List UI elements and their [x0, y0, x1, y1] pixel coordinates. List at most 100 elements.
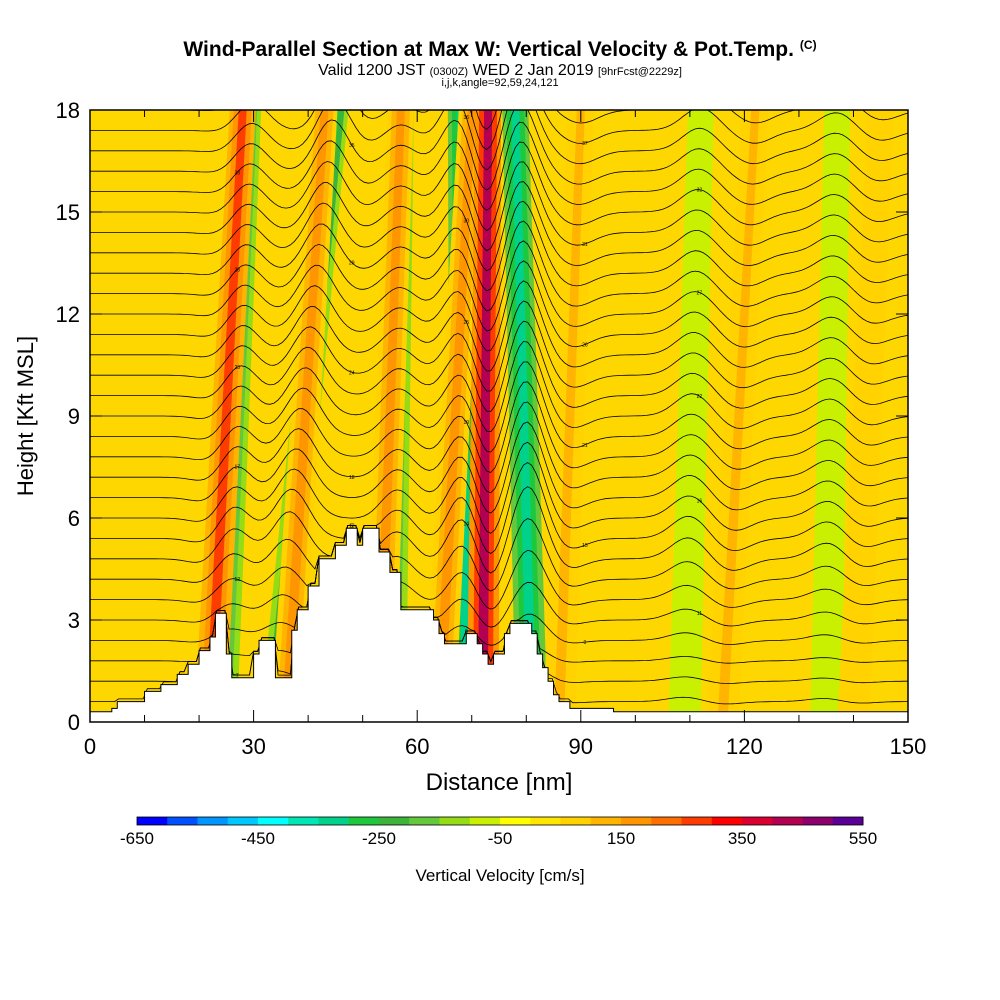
- colorbar-label: Vertical Velocity [cm/s]: [415, 866, 584, 885]
- isentrope-label: 27: [697, 290, 703, 296]
- y-tick-label: 6: [68, 506, 80, 531]
- chart-title: Wind-Parallel Section at Max W: Vertical…: [183, 38, 817, 61]
- x-tick-label: 120: [726, 734, 763, 759]
- updraft-band: [553, 110, 585, 722]
- colorbar-swatch: [258, 817, 289, 825]
- isentrope-line: [90, 401, 908, 494]
- colorbar-swatch: [227, 817, 259, 825]
- colorbar-tick-label: -450: [241, 829, 275, 848]
- isentrope-label: 12: [234, 577, 240, 583]
- updraft-band: [434, 110, 476, 722]
- isentrope-line: [90, 240, 908, 332]
- isentrope-line: [90, 518, 908, 592]
- isentrope-label: 15: [582, 543, 588, 549]
- downdraft-band: [679, 110, 705, 722]
- isentrope-label: 18: [349, 475, 355, 481]
- colorbar-tick-label: 350: [728, 829, 756, 848]
- x-tick-label: 30: [241, 734, 265, 759]
- isentrope-line: [90, 24, 908, 109]
- colorbar-swatch: [469, 817, 501, 825]
- colorbar-swatch: [590, 817, 622, 825]
- isentrope-label: 8: [465, 629, 468, 635]
- isentrope-label: 33: [234, 170, 240, 176]
- isentrope-line: [90, 341, 908, 433]
- colorbar: -650 -450 -250 -50 150 350 550: [120, 816, 877, 848]
- colorbar-swatch: [348, 817, 380, 825]
- copyright-mark: (C): [799, 38, 817, 52]
- y-tick-label: 15: [56, 200, 80, 225]
- terrain: [89, 527, 909, 723]
- isentrope-line: [90, 141, 908, 232]
- isentrope-line: [90, 200, 908, 292]
- isentrope-line: [90, 110, 908, 191]
- isentrope-label: 31: [582, 242, 588, 248]
- isentrope-label: 24: [349, 370, 355, 376]
- colorbar-swatch: [742, 817, 773, 825]
- isentrope-label: 36: [463, 115, 469, 121]
- colorbar-tick-label: 150: [607, 829, 635, 848]
- updraft-band: [281, 110, 329, 722]
- y-axis-label: Height [Kft MSL]: [13, 336, 38, 496]
- isentrope-line: [90, 525, 908, 610]
- x-tick-label: 150: [890, 734, 927, 759]
- isentrope-label: 16: [697, 498, 703, 504]
- updraft-band: [477, 110, 493, 722]
- colorbar-swatch: [288, 817, 319, 825]
- isentrope-label: 22: [697, 394, 703, 400]
- downdraft-band: [821, 110, 842, 722]
- x-axis-label: Distance [nm]: [426, 769, 573, 796]
- isentrope-labels: 7 5 8 9 11 12 13 14 15 16 17 18 19 21 22 23 24 25 26 27 28 29…: [234, 73, 703, 679]
- y-tick-label: 18: [56, 98, 80, 123]
- axis-ticks: [89, 109, 909, 723]
- isentrope-label: 19: [463, 420, 469, 426]
- isentrope-label: 13: [349, 523, 355, 529]
- isentrope-line: [90, 110, 908, 171]
- isentrope-label: 39: [234, 73, 240, 79]
- isentrope-label: 23: [234, 365, 240, 371]
- colorbar-swatch: [137, 817, 168, 825]
- isentrope-line: [90, 260, 908, 352]
- plot-area: 7 5 8 9 11 12 13 14 15 16 17 18 19 21 22 23 24 25 26 27 28 29…: [89, 24, 909, 723]
- grid-index-line: i,j,k,angle=92,59,24,121: [441, 77, 559, 89]
- isentrope-line: [90, 280, 908, 372]
- isentrope-label: 25: [463, 320, 469, 326]
- colorbar-swatch: [621, 817, 652, 825]
- isentrope-label: 17: [234, 465, 240, 471]
- chart-subtitle: Valid 1200 JST (0300Z) WED 2 Jan 2019 [9…: [318, 62, 682, 79]
- isentrope-label: 29: [349, 261, 355, 267]
- isentrope-label: 37: [582, 141, 588, 147]
- x-tick-label: 90: [569, 734, 593, 759]
- isentrope-label: 5: [350, 523, 353, 529]
- colorbar-swatch: [409, 817, 440, 825]
- colorbar-tick-label: -250: [362, 829, 396, 848]
- isentrope-line: [90, 525, 908, 628]
- isentrope-line: [90, 161, 908, 252]
- isentrope-line: [90, 110, 908, 130]
- colorbar-tick-label: 550: [849, 829, 877, 848]
- y-tick-label: 12: [56, 302, 80, 327]
- isentrope-label: 14: [463, 521, 469, 527]
- isentrope-label: 7: [236, 673, 239, 679]
- isentrope-label: 30: [463, 218, 469, 224]
- colorbar-swatch: [379, 817, 410, 825]
- isentrope-label: 21: [582, 443, 588, 449]
- isentrope-label: 11: [697, 611, 702, 617]
- isentrope-label: 32: [697, 188, 703, 194]
- colorbar-swatch: [500, 817, 531, 825]
- isentrope-line: [90, 421, 908, 514]
- isentrope-line: [90, 441, 908, 534]
- colorbar-swatch: [167, 817, 198, 825]
- colorbar-swatch: [439, 817, 471, 825]
- colorbar-swatch: [560, 817, 592, 825]
- isentrope-line: [90, 320, 908, 412]
- isentrope-line: [90, 486, 908, 574]
- isentrope-line: [90, 462, 908, 554]
- isentrope-line: [90, 110, 908, 151]
- colorbar-outline: [136, 816, 864, 826]
- isentrope-line: [90, 220, 908, 312]
- colorbar-swatch: [832, 817, 864, 825]
- colorbar-swatch: [197, 817, 229, 825]
- isentrope-label: 9: [583, 640, 586, 646]
